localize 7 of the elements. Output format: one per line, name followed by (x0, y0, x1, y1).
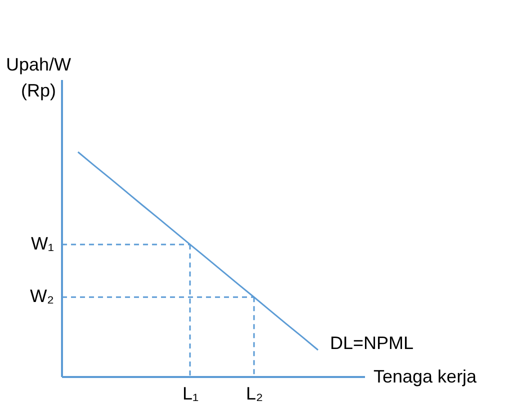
x-axis-title: Tenaga kerja (374, 366, 478, 386)
y-axis-title: Upah/W (Rp) (6, 54, 72, 100)
series-label: DL=NPML (330, 333, 414, 353)
series-label: W₂ (30, 286, 54, 306)
x-tick-label: L₁ (182, 384, 199, 404)
series-label: W₁ (30, 233, 54, 254)
x-tick-label: L₂ (246, 384, 264, 404)
